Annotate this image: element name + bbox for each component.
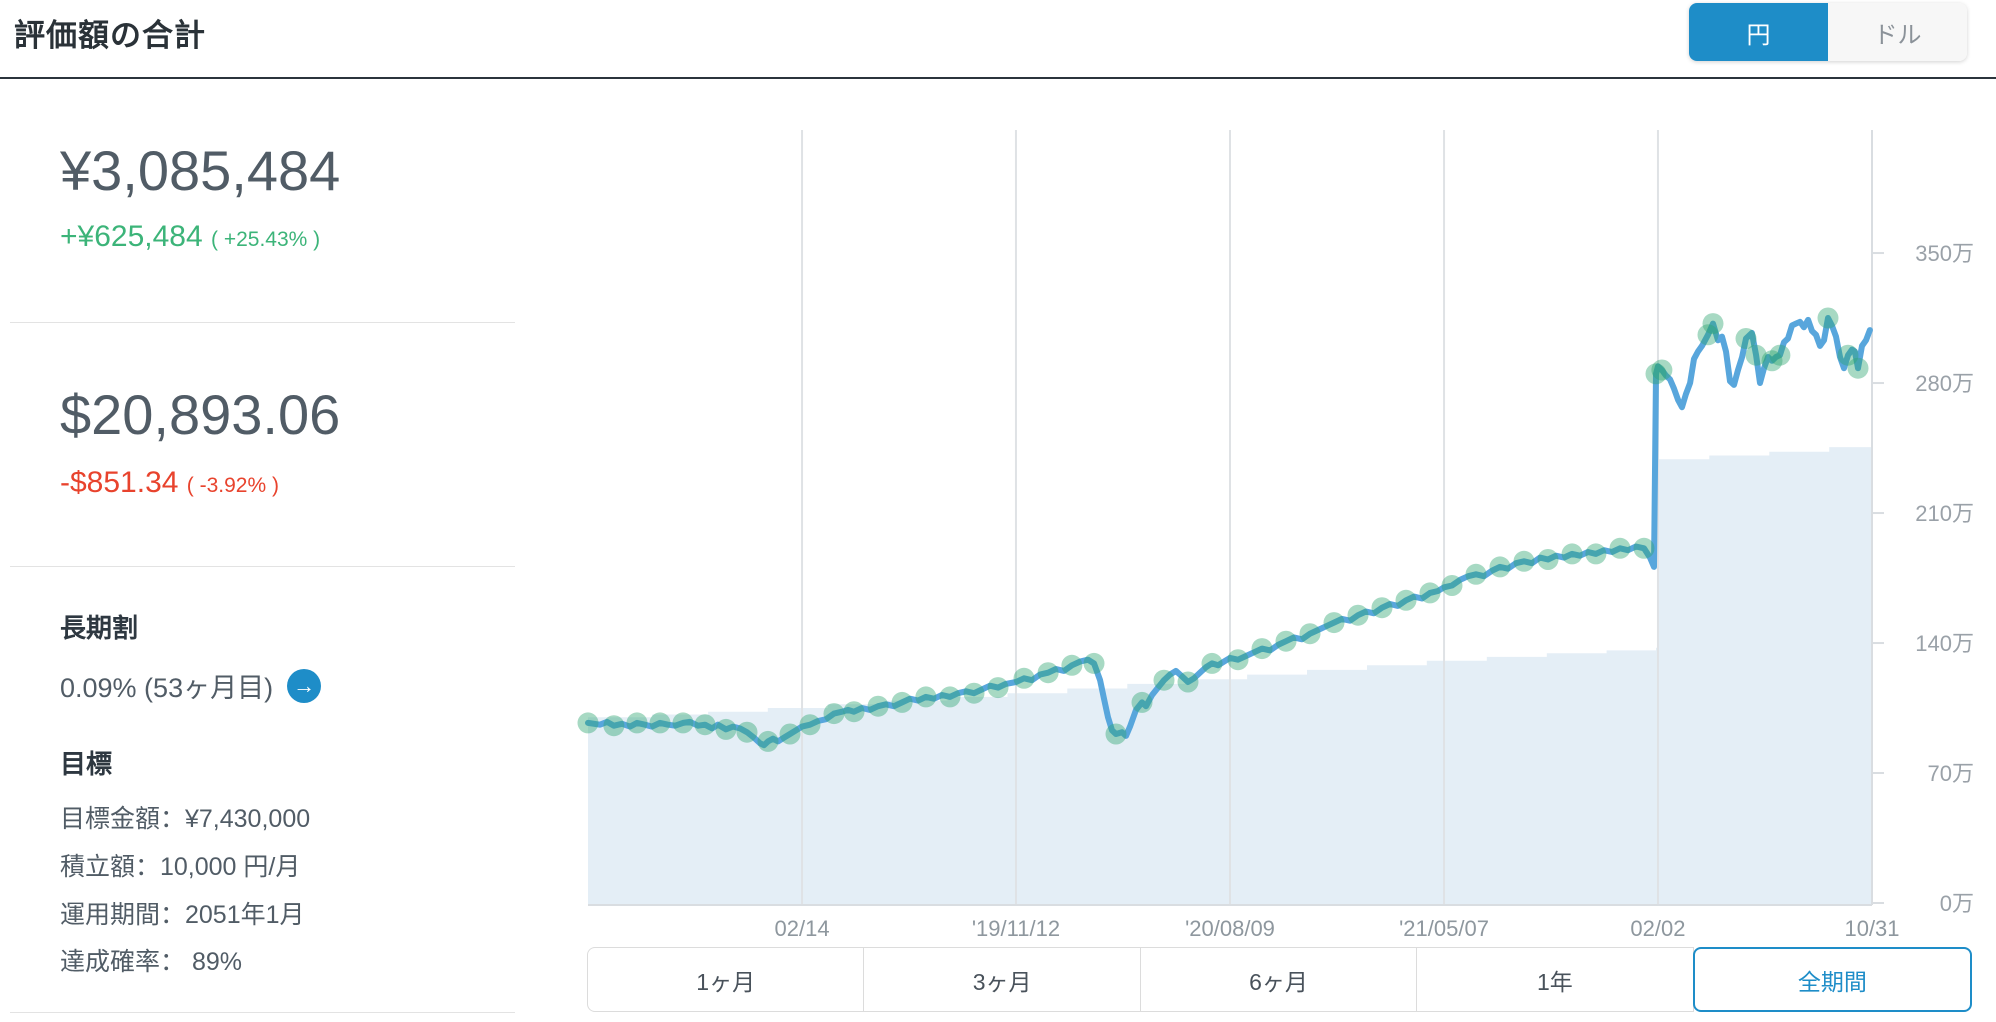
svg-text:210万: 210万 [1915, 501, 1974, 526]
svg-text:140万: 140万 [1915, 631, 1974, 656]
goal-probability: 達成確率： 89% [60, 948, 242, 976]
currency-dollar-button[interactable]: ドル [1828, 3, 1967, 61]
yen-change-line: +¥625,484 ( +25.43% ) [60, 220, 320, 254]
currency-toggle: 円 ドル [1689, 3, 1967, 61]
yen-change-value: +¥625,484 [60, 220, 203, 253]
tab-all[interactable]: 全期間 [1692, 947, 1973, 1012]
svg-text:02/14: 02/14 [775, 916, 830, 941]
page-title: 評価額の合計 [14, 18, 206, 53]
svg-text:0万: 0万 [1940, 891, 1974, 916]
panel-divider [10, 1012, 515, 1013]
svg-text:'20/08/09: '20/08/09 [1185, 916, 1275, 941]
long-term-discount-value: 0.09% (53ヶ月目) [60, 673, 274, 703]
arrow-right-icon[interactable]: → [287, 668, 322, 703]
svg-text:280万: 280万 [1915, 371, 1974, 396]
panel-divider [10, 322, 515, 323]
tab-1year[interactable]: 1年 [1416, 947, 1694, 1012]
svg-text:350万: 350万 [1915, 241, 1974, 266]
panel-divider [10, 566, 515, 567]
goal-period: 運用期間：2051年1月 [60, 901, 305, 929]
deposits-area [588, 444, 1872, 905]
tab-3months[interactable]: 3ヶ月 [863, 947, 1141, 1012]
y-axis-labels: 0万 70万 140万 210万 280万 350万 [1915, 241, 1974, 916]
purchase-dots [577, 307, 1869, 752]
long-term-discount-heading: 長期割 [60, 613, 139, 643]
usd-change-percent: ( -3.92% ) [186, 474, 279, 497]
goal-target-amount: 目標金額：¥7,430,000 [60, 805, 311, 833]
yen-change-percent: ( +25.43% ) [211, 228, 321, 251]
long-term-discount-row: 0.09% (53ヶ月目) → [60, 666, 322, 705]
tab-6months[interactable]: 6ヶ月 [1139, 947, 1418, 1012]
valuation-line [585, 315, 1873, 749]
svg-text:70万: 70万 [1928, 761, 1974, 786]
period-tabs: 1ヶ月 3ヶ月 6ヶ月 1年 全期間 [587, 947, 1973, 1012]
svg-text:10/31: 10/31 [1844, 916, 1899, 941]
currency-yen-button[interactable]: 円 [1689, 3, 1828, 61]
usd-total-value: $20,893.06 [60, 383, 341, 446]
yen-total-value: ¥3,085,484 [60, 139, 341, 202]
svg-text:'21/05/07: '21/05/07 [1399, 916, 1489, 941]
x-axis-labels: 02/14 '19/11/12 '20/08/09 '21/05/07 02/02 10/… [775, 916, 1900, 941]
svg-text:02/02: 02/02 [1630, 916, 1685, 941]
goal-heading: 目標 [60, 749, 113, 779]
chart-gridlines [801, 130, 1659, 905]
usd-change-line: -$851.34 ( -3.92% ) [60, 466, 279, 500]
goal-monthly-deposit: 積立額：10,000 円/月 [60, 853, 301, 881]
svg-text:'19/11/12: '19/11/12 [972, 916, 1060, 941]
header-divider [0, 77, 1996, 79]
tab-1month[interactable]: 1ヶ月 [587, 947, 865, 1012]
usd-change-value: -$851.34 [60, 466, 179, 499]
chart-axes [588, 130, 1884, 906]
